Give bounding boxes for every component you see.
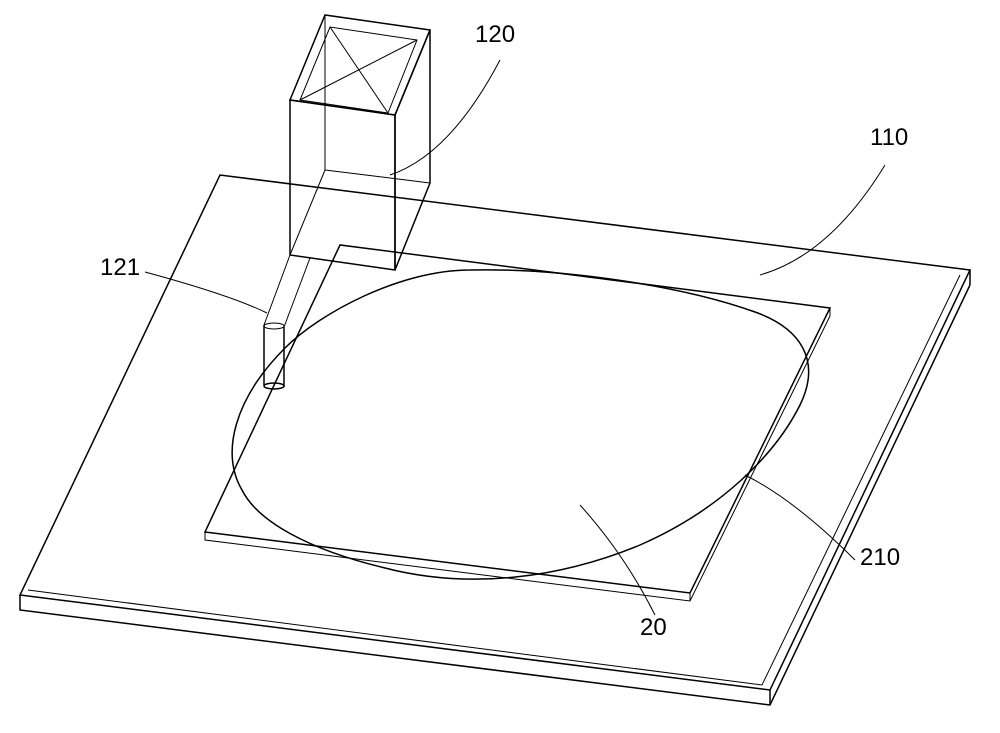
label-110: 110 (870, 124, 908, 151)
label-121: 121 (100, 254, 140, 281)
label-20: 20 (640, 614, 667, 641)
diagram: 120 110 121 210 20 (0, 0, 1000, 733)
label-120: 120 (475, 21, 515, 48)
inner-rectangle (205, 245, 830, 601)
table-platform (20, 175, 970, 705)
puddle-shape (232, 270, 808, 579)
leaders (145, 60, 885, 615)
label-210: 210 (860, 544, 900, 571)
hopper-box (264, 15, 430, 389)
